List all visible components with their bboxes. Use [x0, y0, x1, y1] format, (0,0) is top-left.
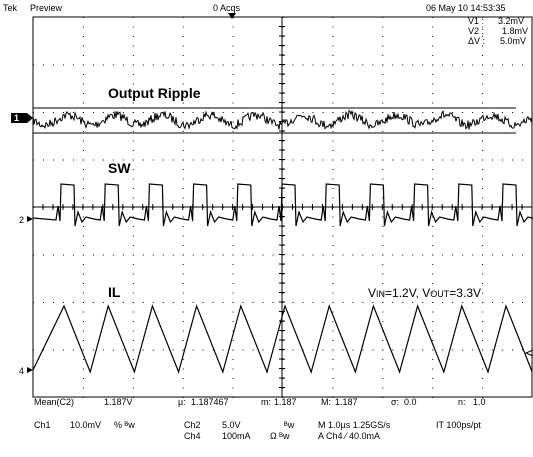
ch1-scale: 10.0mV	[70, 420, 101, 430]
v2-label: V2 :	[468, 26, 484, 36]
status-bar: Ch1 10.0mV % ᴮw Ch2 5.0V ᴮw Ch4 100mA Ω …	[34, 420, 481, 441]
ripple-trace-label: Output Ripple	[108, 85, 201, 101]
channel-1-marker[interactable]: 1	[11, 113, 33, 123]
min-label: m:	[261, 397, 271, 407]
min-value: 1.187	[274, 397, 297, 407]
measurement-value: 1.187V	[104, 397, 133, 407]
brand-label: Tek	[3, 3, 18, 13]
count-label: n:	[458, 397, 466, 407]
max-value: 1.187	[335, 397, 358, 407]
ch4-label[interactable]: Ch4	[184, 431, 201, 441]
v1-value: 3.2mV	[498, 16, 524, 26]
ch4-flags: Ω ᴮw	[270, 431, 290, 441]
sw-waveform	[32, 183, 533, 227]
resolution: IT 100ps/pt	[436, 420, 481, 430]
il-waveform	[32, 304, 533, 374]
mean-value: 1.187467	[191, 397, 229, 407]
trigger-setting[interactable]: A Ch4 ⁄ 40.0mA	[318, 431, 380, 441]
trigger-level-marker[interactable]	[524, 349, 533, 357]
timebase[interactable]: M 1.0µs 1.25GS/s	[318, 420, 391, 430]
dv-value: 5.0mV	[500, 36, 526, 46]
dv-label: ΔV :	[468, 36, 485, 46]
measurement-name: Mean(C2)	[34, 397, 74, 407]
v1-label: V1 :	[468, 16, 484, 26]
channel-1-marker-label: 1	[14, 113, 19, 123]
conditions-annotation: VIN=1.2V, VOUT=3.3V	[368, 286, 481, 300]
channel-2-marker-label: 2	[19, 215, 24, 225]
sw-trace-label: SW	[108, 160, 131, 176]
v2-value: 1.8mV	[502, 26, 528, 36]
ch1-flags: % ᴮw	[114, 420, 135, 430]
date-time: 06 May 10 14:53:35	[426, 3, 506, 13]
ch2-label[interactable]: Ch2	[184, 420, 201, 430]
max-label: M:	[321, 397, 331, 407]
ripple-waveform	[32, 109, 533, 131]
ch2-flags: ᴮw	[284, 420, 295, 430]
mean-label: µ:	[178, 397, 186, 407]
mode-label: Preview	[30, 3, 63, 13]
il-trace-label: IL	[108, 284, 121, 300]
channel-4-marker[interactable]: 4	[19, 366, 33, 376]
ch4-scale: 100mA	[222, 431, 251, 441]
ch2-scale: 5.0V	[222, 420, 241, 430]
trigger-position-marker	[228, 13, 236, 19]
channel-4-marker-label: 4	[19, 366, 24, 376]
sigma-value: 0.0	[404, 397, 417, 407]
channel-2-marker[interactable]: 2	[19, 215, 33, 225]
acquisition-count: 0 Acqs	[213, 3, 241, 13]
ch1-label[interactable]: Ch1	[34, 420, 51, 430]
count-value: 1.0	[473, 397, 486, 407]
graticule	[32, 16, 533, 398]
cursor-readout: V1 : 3.2mV V2 : 1.8mV ΔV : 5.0mV	[468, 16, 528, 46]
sigma-label: σ:	[391, 397, 399, 407]
measurement-readout: Mean(C2) 1.187V µ: 1.187467 m: 1.187 M: …	[34, 397, 486, 407]
